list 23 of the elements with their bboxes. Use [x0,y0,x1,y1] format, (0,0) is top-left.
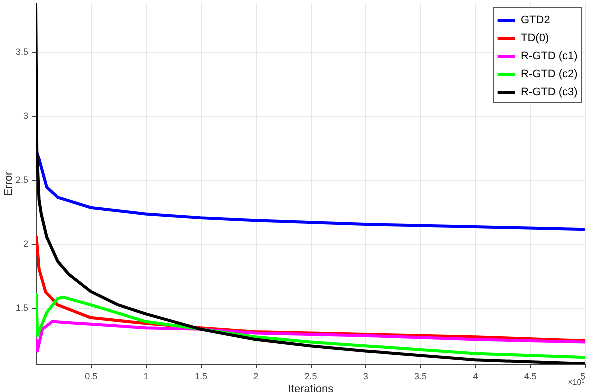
x-tick-label: 4.5 [524,372,537,382]
legend-label: R-GTD (c2) [521,68,578,80]
x-tick-label: 1.5 [194,372,208,382]
legend-label: TD(0) [521,32,550,44]
x-tick-label: 4 [473,372,478,382]
x-tick-label: 2 [254,372,259,382]
x-tick-label: 0.5 [85,372,98,382]
x-tick-label: 3.5 [414,372,428,382]
y-tick-label: 3 [23,111,28,122]
line-series [36,320,585,353]
legend-label: R-GTD (c1) [521,50,578,62]
line-series [36,293,585,360]
x-tick-label: 3 [363,372,368,382]
y-tick-label: 2 [23,239,28,250]
y-tick-label: 1.5 [16,303,28,314]
legend-label: R-GTD (c3) [521,86,578,98]
y-axis-title: Error [2,171,15,196]
legend-label: GTD2 [521,14,550,26]
y-tick-label: 2.5 [16,175,28,186]
text: ×10⁵ [568,378,585,387]
x-tick-label: 1 [144,372,149,382]
x-tick-label: 2.5 [304,372,318,382]
y-tick-label: 3.5 [16,47,28,58]
